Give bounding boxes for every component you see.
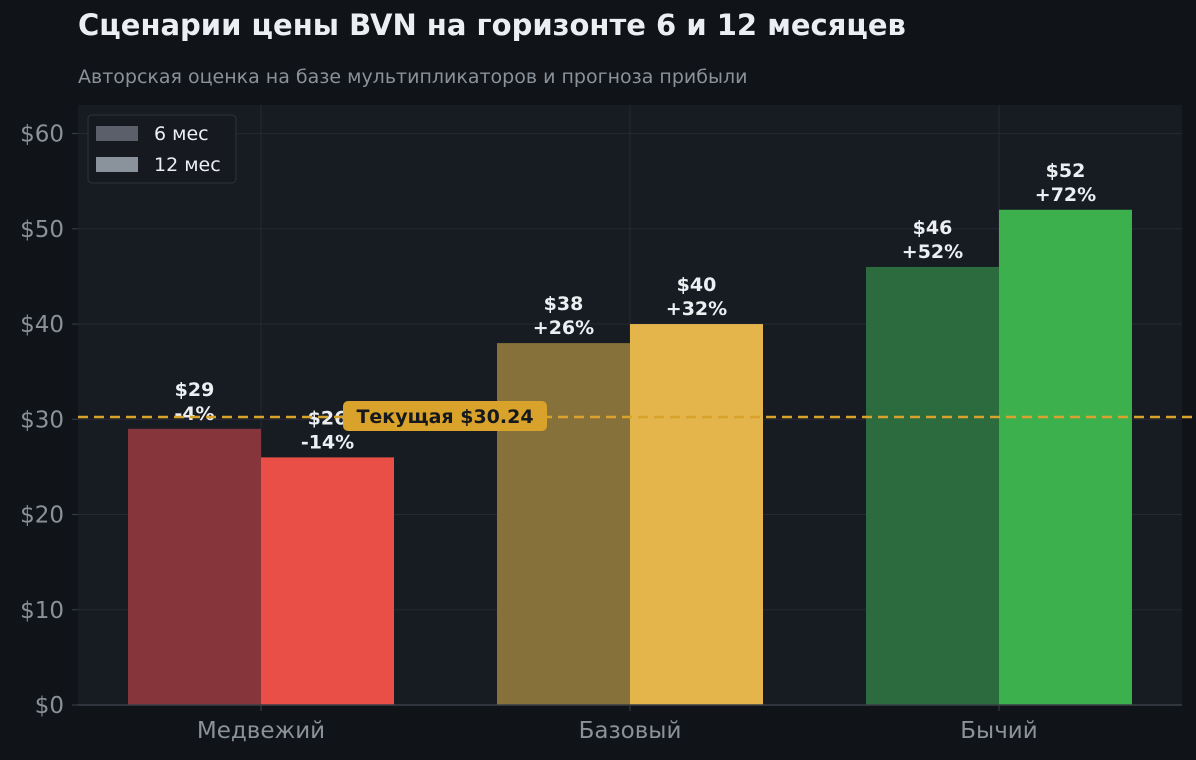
bar-12m-2 (999, 209, 1132, 705)
bar-6m-2 (866, 266, 999, 705)
legend-swatch (96, 157, 138, 172)
x-tick-label: Медвежий (197, 718, 325, 744)
x-tick-label: Базовый (579, 718, 682, 744)
y-tick-label: $20 (20, 503, 64, 529)
chart-subtitle: Авторская оценка на базе мультипликаторо… (78, 66, 748, 88)
chart-title: Сценарии цены BVN на горизонте 6 и 12 ме… (78, 8, 906, 42)
bar-value-label: $29 -4% (174, 379, 214, 425)
bar-value-label: $40 +32% (666, 274, 727, 320)
bar-6m-1 (497, 343, 630, 705)
bar-12m-0 (261, 457, 394, 705)
bar-6m-0 (128, 428, 261, 705)
y-tick-label: $10 (20, 598, 64, 624)
legend: 6 мес 12 мес (87, 114, 237, 184)
y-tick-label: $30 (20, 407, 64, 433)
y-tick-label: $0 (35, 693, 64, 719)
legend-swatch (96, 126, 138, 141)
y-tick-label: $50 (20, 217, 64, 243)
legend-label: 12 мес (154, 154, 221, 176)
y-tick-label: $40 (20, 312, 64, 338)
x-tick-label: Бычий (960, 718, 1037, 744)
current-price-label: Текущая $30.24 (356, 406, 533, 428)
y-tick-label: $60 (20, 122, 64, 148)
bar-value-label: $38 +26% (533, 293, 594, 339)
legend-label: 6 мес (154, 123, 209, 145)
bar-value-label: $26 -14% (301, 407, 354, 453)
current-price-label-box (343, 401, 547, 431)
bar-value-label: $46 +52% (902, 217, 963, 263)
bar-value-label: $52 +72% (1035, 160, 1096, 206)
bar-12m-1 (630, 324, 763, 705)
